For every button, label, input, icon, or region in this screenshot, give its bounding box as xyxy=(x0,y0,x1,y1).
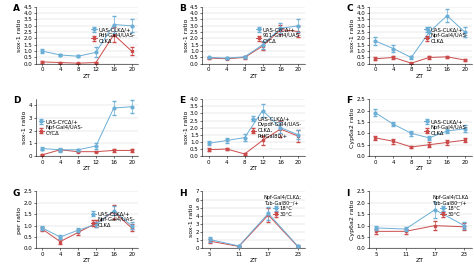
Text: F: F xyxy=(346,96,352,105)
Y-axis label: sox-1 ratio: sox-1 ratio xyxy=(350,19,355,52)
Legend: 18°C, 30°C: 18°C, 30°C xyxy=(432,194,469,218)
X-axis label: ZT: ZT xyxy=(416,258,424,263)
Legend: UAS-CYCΔ/+, 911-Gal4/UAS-
CYCΔ: UAS-CYCΔ/+, 911-Gal4/UAS- CYCΔ xyxy=(255,26,302,44)
X-axis label: ZT: ZT xyxy=(249,166,258,171)
Text: C: C xyxy=(346,4,353,13)
Legend: UAS-CLKΔ/+, Npf-Gal4/UAS-
CLKΔ: UAS-CLKΔ/+, Npf-Gal4/UAS- CLKΔ xyxy=(423,26,469,44)
Y-axis label: sox-1 ratio: sox-1 ratio xyxy=(17,19,22,52)
Text: B: B xyxy=(180,4,186,13)
Legend: UAS-CLKΔ/+, Npf-Gal4/UAS-
CLKΔ: UAS-CLKΔ/+, Npf-Gal4/UAS- CLKΔ xyxy=(90,211,136,229)
X-axis label: ZT: ZT xyxy=(416,74,424,79)
Text: D: D xyxy=(13,96,20,105)
Legend: UAS-CLKΔ/+, Npf-Gal4/UAS-
CLKΔ: UAS-CLKΔ/+, Npf-Gal4/UAS- CLKΔ xyxy=(423,119,469,136)
X-axis label: ZT: ZT xyxy=(83,258,91,263)
Y-axis label: Cyp6a2 ratio: Cyp6a2 ratio xyxy=(350,200,355,240)
Text: I: I xyxy=(346,189,349,198)
Y-axis label: per ratio: per ratio xyxy=(17,206,22,233)
Y-axis label: sox-1 ratio: sox-1 ratio xyxy=(22,111,27,144)
Y-axis label: sox-1 ratio: sox-1 ratio xyxy=(183,19,189,52)
Text: E: E xyxy=(180,96,186,105)
Legend: UAS-CLKΔ/+, Dvpdf-Gal4/UAS-
CLKΔ,
PdfGal80/+: UAS-CLKΔ/+, Dvpdf-Gal4/UAS- CLKΔ, PdfGal… xyxy=(250,116,302,139)
Text: G: G xyxy=(13,189,20,198)
X-axis label: ZT: ZT xyxy=(83,166,91,171)
Legend: UAS-CYCΔ/+, Npf-Gal4/UAS-
CYCΔ: UAS-CYCΔ/+, Npf-Gal4/UAS- CYCΔ xyxy=(38,119,84,136)
X-axis label: ZT: ZT xyxy=(249,74,258,79)
Y-axis label: sox-1 ratio: sox-1 ratio xyxy=(183,111,189,144)
Y-axis label: Cyp6a2 ratio: Cyp6a2 ratio xyxy=(350,107,355,148)
X-axis label: ZT: ZT xyxy=(249,258,258,263)
Text: A: A xyxy=(13,4,20,13)
Legend: 18°C, 30°C: 18°C, 30°C xyxy=(264,194,302,218)
X-axis label: ZT: ZT xyxy=(83,74,91,79)
Text: H: H xyxy=(180,189,187,198)
Legend: UAS-CLKΔ/+, Pdf-Gal4/UAS-
CLKΔ: UAS-CLKΔ/+, Pdf-Gal4/UAS- CLKΔ xyxy=(91,26,136,44)
X-axis label: ZT: ZT xyxy=(416,166,424,171)
Y-axis label: sox-1 ratio: sox-1 ratio xyxy=(189,203,194,237)
